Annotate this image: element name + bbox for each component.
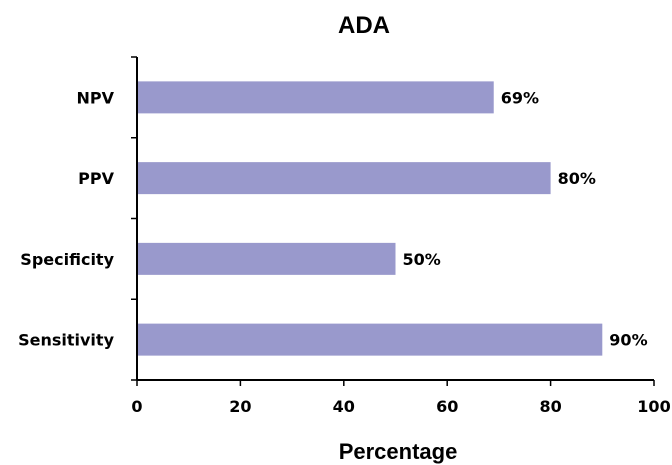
bar-sensitivity xyxy=(137,323,603,356)
x-tick-label-20: 20 xyxy=(229,397,251,416)
category-label-ppv: PPV xyxy=(78,169,114,188)
category-label-sensitivity: Sensitivity xyxy=(18,331,114,350)
category-label-specificity: Specificity xyxy=(20,250,114,269)
x-tick-label-0: 0 xyxy=(131,397,142,416)
x-tick-label-40: 40 xyxy=(333,397,355,416)
data-label-ppv: 80% xyxy=(558,169,596,188)
category-label-npv: NPV xyxy=(77,88,115,107)
plot-area: NPV 69% PPV 80% Specificity 50% Sensitivity 90%… xyxy=(18,56,671,416)
x-tick-label-60: 60 xyxy=(436,397,458,416)
x-tick-label-80: 80 xyxy=(539,397,561,416)
x-tick-label-100: 100 xyxy=(637,397,670,416)
data-label-sensitivity: 90% xyxy=(609,331,647,350)
chart-title: ADA xyxy=(338,12,390,39)
data-label-specificity: 50% xyxy=(403,250,441,269)
bar-npv xyxy=(137,81,494,114)
bar-specificity xyxy=(137,242,396,275)
bar-ppv xyxy=(137,162,551,195)
x-axis-title: Percentage xyxy=(339,439,458,464)
data-label-npv: 69% xyxy=(501,88,539,107)
